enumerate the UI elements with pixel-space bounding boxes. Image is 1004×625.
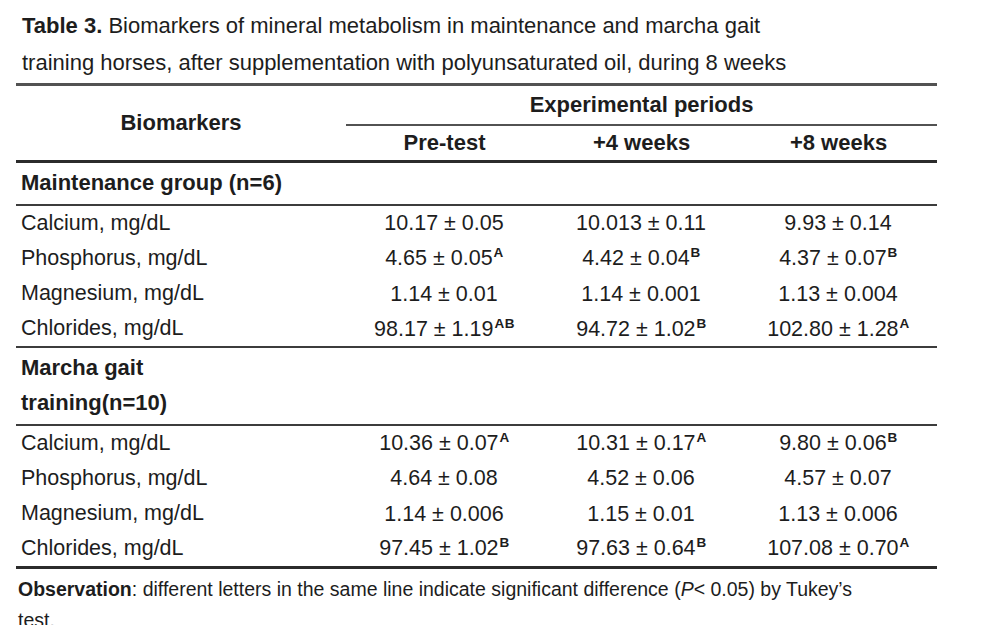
value-cell: 10.31 ± 0.17A (543, 425, 740, 461)
value-cell: 9.93 ± 0.14 (740, 205, 937, 241)
biomarker-cell: Phosphorus, mg/dL (16, 241, 346, 277)
value-cell: 1.14 ± 0.01 (346, 276, 543, 312)
value-cell: 94.72 ± 1.02B (543, 312, 740, 348)
value-cell: 4.42 ± 0.04B (543, 241, 740, 277)
value-cell: 10.013 ± 0.11 (543, 205, 740, 241)
value-cell: 97.45 ± 1.02B (346, 532, 543, 568)
value-cell: 1.14 ± 0.006 (346, 496, 543, 532)
biomarker-cell: Magnesium, mg/dL (16, 276, 346, 312)
table-row: Calcium, mg/dL 10.36 ± 0.07A 10.31 ± 0.1… (16, 425, 937, 461)
value-cell: 1.14 ± 0.001 (543, 276, 740, 312)
period-header-plus4weeks: +4 weeks (543, 125, 740, 162)
table-footnote: Observation: different letters in the sa… (18, 574, 983, 625)
biomarkers-table: Biomarkers Experimental periods Pre-test… (16, 83, 937, 569)
value-cell: 4.65 ± 0.05A (346, 241, 543, 277)
value-cell: 4.37 ± 0.07B (740, 241, 937, 277)
footnote-label: Observation (18, 578, 132, 600)
significance-letter: A (500, 430, 510, 445)
value-cell: 1.13 ± 0.006 (740, 496, 937, 532)
footnote-line-2: test. (18, 605, 983, 625)
value-cell: 98.17 ± 1.19AB (346, 312, 543, 348)
biomarker-cell: Calcium, mg/dL (16, 205, 346, 241)
biomarker-cell: Chlorides, mg/dL (16, 532, 346, 568)
page: Table 3. Biomarkers of mineral metabolis… (0, 0, 1004, 625)
value-cell: 4.52 ± 0.06 (543, 461, 740, 497)
significance-letter: B (697, 535, 707, 550)
caption-line-1: Table 3. Biomarkers of mineral metabolis… (22, 7, 1004, 44)
footnote-line-1: Observation: different letters in the sa… (18, 574, 983, 605)
section-header-marcha-line-2: training(n=10) (21, 385, 937, 420)
value-cell: 4.57 ± 0.07 (740, 461, 937, 497)
significance-letter: A (900, 316, 910, 331)
significance-letter: A (900, 535, 910, 550)
value-cell: 1.15 ± 0.01 (543, 496, 740, 532)
significance-letter: AB (494, 316, 515, 331)
period-header-pretest: Pre-test (346, 125, 543, 162)
significance-letter: B (697, 316, 707, 331)
value-cell: 10.17 ± 0.05 (346, 205, 543, 241)
significance-letter: A (697, 430, 707, 445)
section-header-marcha-line-1: Marcha gait (21, 350, 937, 385)
table-row: Phosphorus, mg/dL 4.65 ± 0.05A 4.42 ± 0.… (16, 241, 937, 277)
significance-letter: B (888, 245, 898, 260)
caption-text: Biomarkers of mineral metabolism in main… (102, 13, 760, 38)
biomarker-cell: Calcium, mg/dL (16, 425, 346, 461)
section-header-maintenance-label: Maintenance group (n=6) (16, 162, 937, 206)
value-cell: 102.80 ± 1.28A (740, 312, 937, 348)
table-caption: Table 3. Biomarkers of mineral metabolis… (22, 7, 1004, 81)
value-cell: 4.64 ± 0.08 (346, 461, 543, 497)
biomarker-cell: Magnesium, mg/dL (16, 496, 346, 532)
significance-letter: B (691, 245, 701, 260)
value-cell: 97.63 ± 0.64B (543, 532, 740, 568)
column-header-biomarkers: Biomarkers (16, 85, 346, 162)
value-cell: 10.36 ± 0.07A (346, 425, 543, 461)
caption-line-2: training horses, after supplementation w… (22, 44, 1004, 81)
biomarker-cell: Chlorides, mg/dL (16, 312, 346, 348)
table-row: Chlorides, mg/dL 98.17 ± 1.19AB 94.72 ± … (16, 312, 937, 348)
footnote-p-symbol: P (681, 578, 694, 600)
table-row: Chlorides, mg/dL 97.45 ± 1.02B 97.63 ± 0… (16, 532, 937, 568)
caption-table-number: Table 3. (22, 13, 102, 38)
biomarker-cell: Phosphorus, mg/dL (16, 461, 346, 497)
significance-letter: B (500, 535, 510, 550)
section-header-marcha: Marcha gait training(n=10) (16, 347, 937, 425)
header-row-top: Biomarkers Experimental periods (16, 85, 937, 126)
value-cell: 9.80 ± 0.06B (740, 425, 937, 461)
value-cell: 1.13 ± 0.004 (740, 276, 937, 312)
table-row: Magnesium, mg/dL 1.14 ± 0.01 1.14 ± 0.00… (16, 276, 937, 312)
significance-letter: B (888, 430, 898, 445)
span-header-experimental-periods: Experimental periods (346, 85, 937, 126)
value-cell: 107.08 ± 0.70A (740, 532, 937, 568)
table-row: Phosphorus, mg/dL 4.64 ± 0.08 4.52 ± 0.0… (16, 461, 937, 497)
table-row: Magnesium, mg/dL 1.14 ± 0.006 1.15 ± 0.0… (16, 496, 937, 532)
table-row: Calcium, mg/dL 10.17 ± 0.05 10.013 ± 0.1… (16, 205, 937, 241)
section-header-maintenance: Maintenance group (n=6) (16, 162, 937, 206)
period-header-plus8weeks: +8 weeks (740, 125, 937, 162)
significance-letter: A (494, 245, 504, 260)
